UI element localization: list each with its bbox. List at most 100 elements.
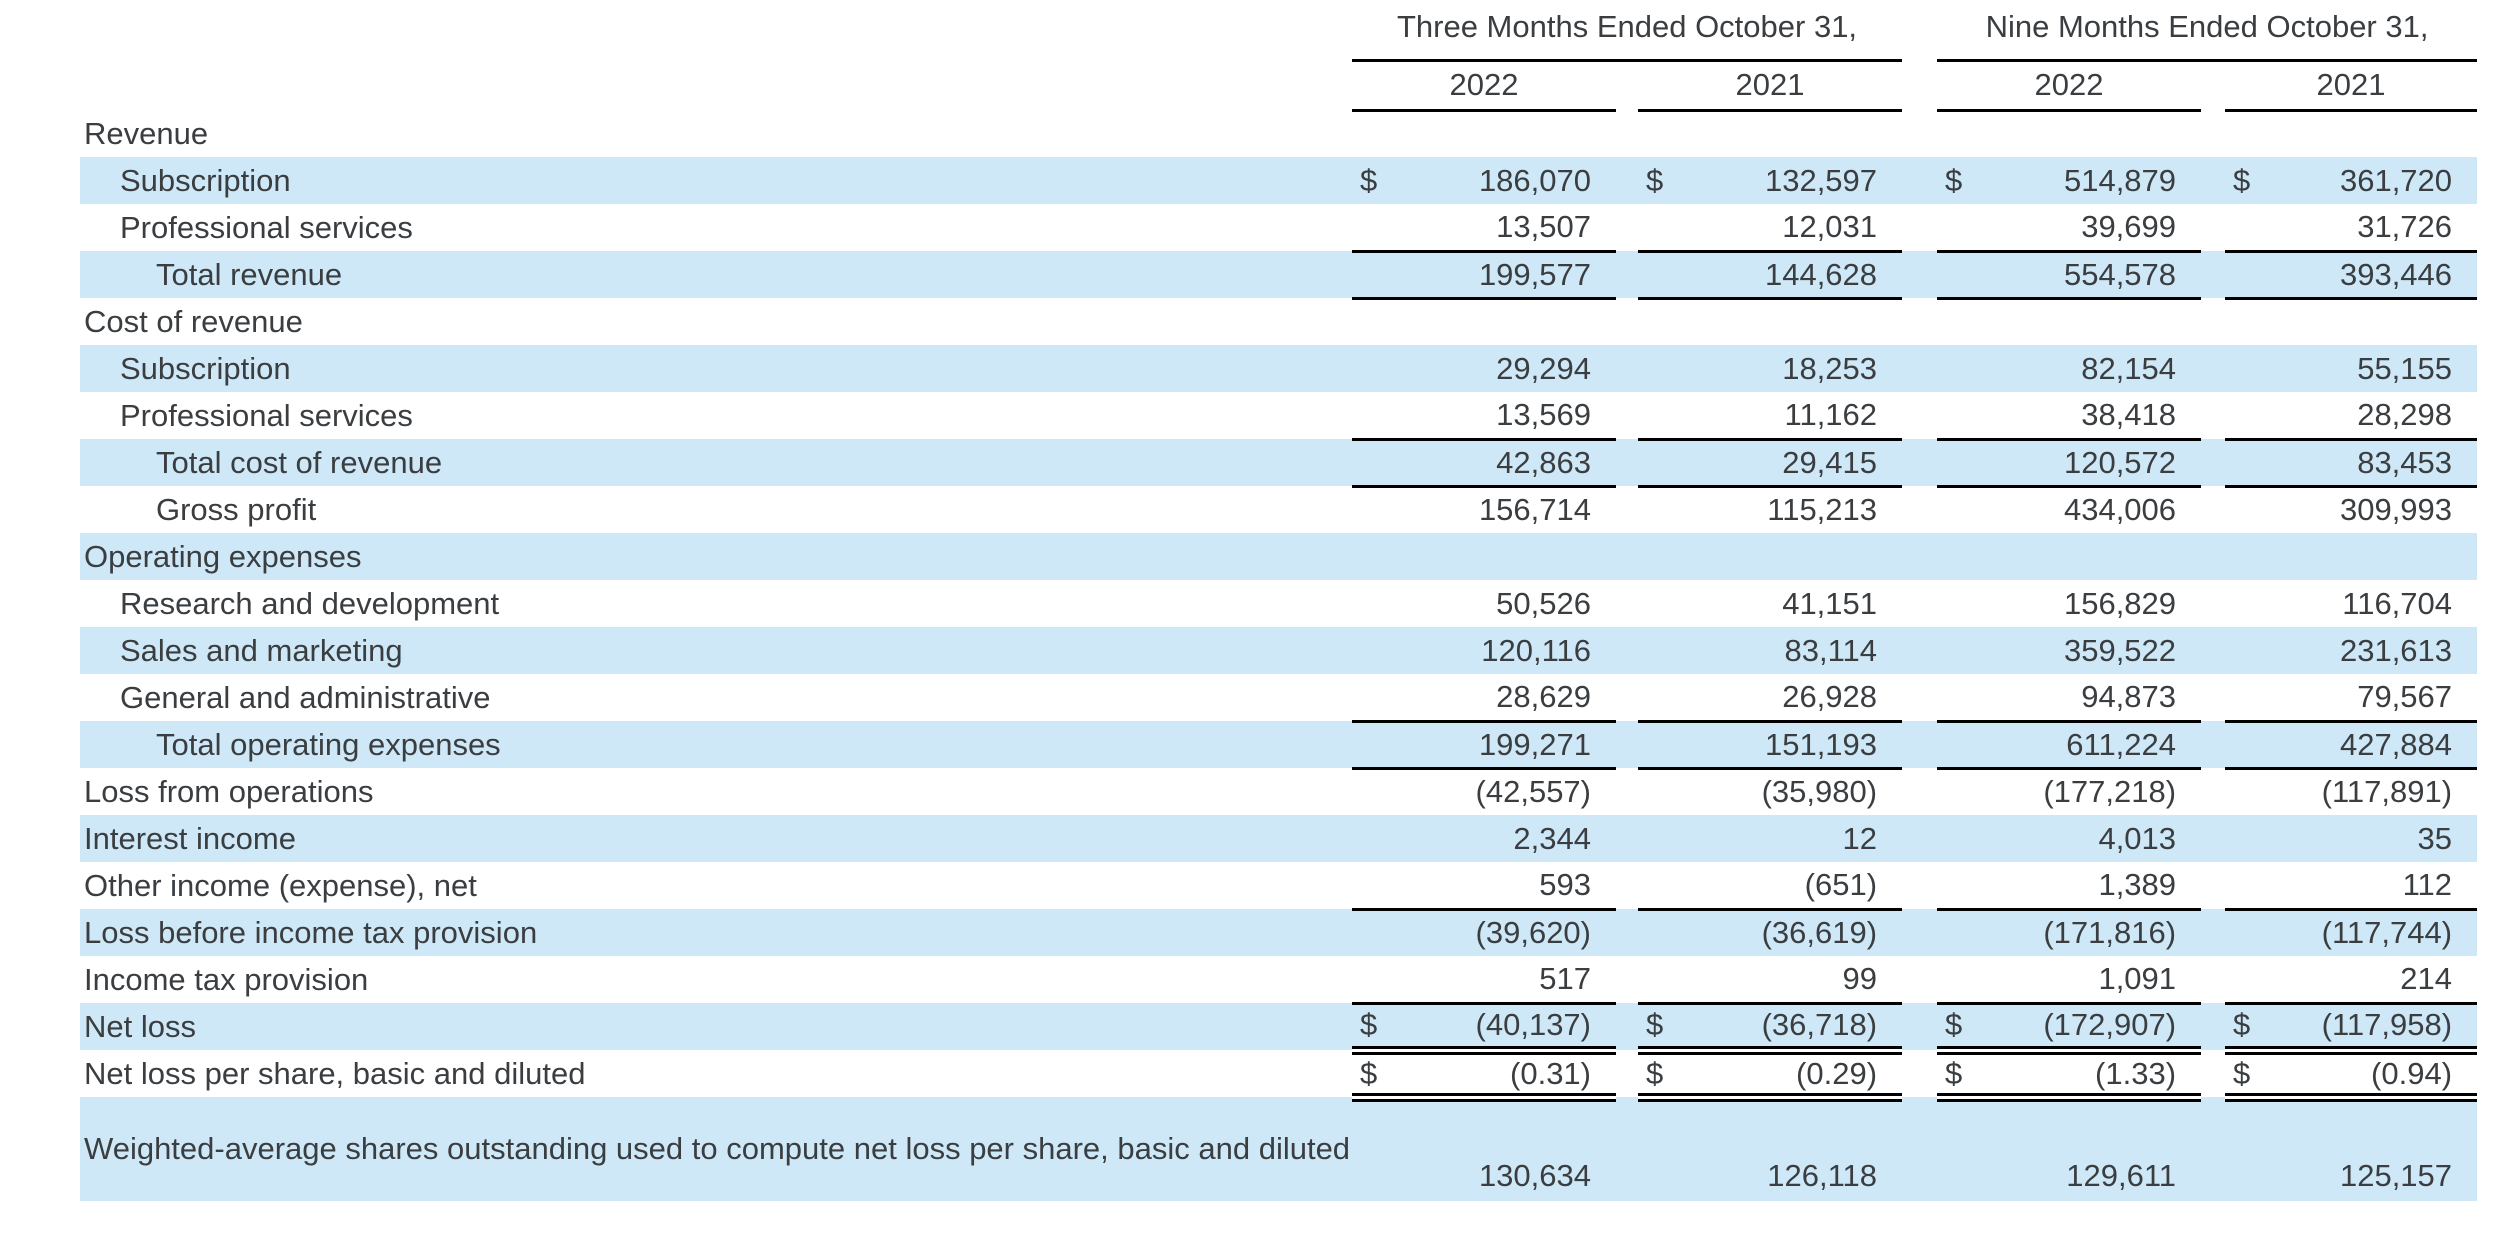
value-cell: 517 bbox=[1352, 956, 1616, 1005]
header-gap bbox=[1902, 60, 1937, 110]
table-row: General and administrative 28,629 26,928… bbox=[80, 674, 2478, 723]
table-row: Sales and marketing 120,116 83,114 359,5… bbox=[80, 627, 2478, 674]
row-label: General and administrative bbox=[120, 679, 491, 715]
year-header-row: 2022 2021 2022 2021 bbox=[80, 60, 2478, 112]
table-row: Operating expenses bbox=[80, 533, 2478, 580]
row-label: Income tax provision bbox=[84, 961, 369, 997]
value-cell: (117,744) bbox=[2225, 909, 2478, 956]
dollar-sign: $ bbox=[2233, 1007, 2251, 1042]
dollar-sign: $ bbox=[1646, 1007, 1664, 1042]
dollar-sign: $ bbox=[1646, 162, 1664, 198]
year-header: 2022 bbox=[1937, 60, 2202, 112]
value-cell: 42,863 bbox=[1352, 439, 1616, 488]
value-cell: 99 bbox=[1638, 956, 1903, 1005]
row-label: Total cost of revenue bbox=[80, 439, 1352, 486]
value-cell: 120,116 bbox=[1352, 627, 1616, 674]
value-cell: $ (0.29) bbox=[1638, 1050, 1903, 1102]
table-row: Cost of revenue bbox=[80, 298, 2477, 345]
table-row: Total revenue 199,577 144,628 554,578 39… bbox=[80, 251, 2478, 300]
value-cell: 151,193 bbox=[1638, 721, 1903, 770]
table-row: Professional services 13,569 11,162 38,4… bbox=[80, 392, 2478, 441]
dollar-sign: $ bbox=[2233, 1055, 2251, 1091]
row-label: Research and development bbox=[120, 585, 500, 621]
value-cell: 126,118 bbox=[1638, 1097, 1903, 1201]
value-cell: 29,294 bbox=[1352, 345, 1616, 392]
value-cell: 115,213 bbox=[1767, 492, 1878, 528]
period-group-header-row: Three Months Ended October 31, Nine Mont… bbox=[80, 0, 2478, 62]
row-label: Loss from operations bbox=[84, 773, 374, 809]
value-cell: 31,726 bbox=[2225, 204, 2478, 253]
header-gap bbox=[1616, 60, 1638, 110]
row-label: Subscription bbox=[80, 345, 1352, 392]
value-cell: 129,611 bbox=[1937, 1097, 2202, 1201]
value-cell: $186,070 bbox=[1352, 157, 1616, 204]
table-row: Total cost of revenue 42,863 29,415 120,… bbox=[80, 439, 2478, 488]
row-label: Total operating expenses bbox=[80, 721, 1352, 768]
table-row: Loss before income tax provision (39,620… bbox=[80, 909, 2478, 956]
row-label: Subscription bbox=[80, 157, 1352, 204]
value-cell: 359,522 bbox=[1937, 627, 2202, 674]
value-cell: 393,446 bbox=[2225, 251, 2478, 300]
value-cell: 116,704 bbox=[2342, 585, 2453, 621]
value-cell: (171,816) bbox=[1937, 909, 2202, 956]
table-row: Interest income 2,344 12 4,013 35 bbox=[80, 815, 2478, 862]
income-statement-table: Three Months Ended October 31, Nine Mont… bbox=[80, 0, 2478, 1201]
table-row: Net loss $ (40,137) $ (36,718) $ (172,907) … bbox=[80, 1003, 2478, 1055]
value-cell: 83,453 bbox=[2225, 439, 2478, 488]
table-row: Research and development 50,526 41,151 1… bbox=[80, 580, 2477, 627]
value-cell: 214 bbox=[2225, 956, 2478, 1005]
value-cell: 125,157 bbox=[2225, 1097, 2478, 1201]
dollar-sign: $ bbox=[1360, 1007, 1378, 1042]
header-gap bbox=[2201, 60, 2225, 110]
dollar-sign: $ bbox=[1945, 162, 1963, 198]
value-cell: 12 bbox=[1638, 815, 1903, 862]
value-cell: $ (1.33) bbox=[1937, 1050, 2202, 1102]
value-cell: 554,578 bbox=[1937, 251, 2202, 300]
value-cell: $514,879 bbox=[1937, 157, 2202, 204]
year-header: 2022 bbox=[1352, 60, 1616, 112]
table-row: Professional services 13,507 12,031 39,6… bbox=[80, 204, 2478, 253]
value-cell: 231,613 bbox=[2225, 627, 2478, 674]
dollar-sign: $ bbox=[1945, 1007, 1963, 1042]
value-cell: $361,720 bbox=[2225, 157, 2478, 204]
value-cell: 83,114 bbox=[1638, 627, 1903, 674]
value-cell: 156,714 bbox=[1478, 492, 1591, 528]
value-cell: $132,597 bbox=[1638, 157, 1903, 204]
value-cell: 2,344 bbox=[1352, 815, 1616, 862]
value-cell: 611,224 bbox=[1937, 721, 2202, 770]
row-label: Sales and marketing bbox=[80, 627, 1352, 674]
table-row: Net loss per share, basic and diluted $(… bbox=[80, 1050, 2478, 1102]
value-cell: (39,620) bbox=[1352, 909, 1616, 956]
value-cell: $ (0.31) bbox=[1352, 1050, 1616, 1102]
value-cell: 29,415 bbox=[1638, 439, 1903, 488]
table-row: Loss from operations (42,557) (35,980) (… bbox=[80, 768, 2477, 815]
value-cell: 13,569 bbox=[1352, 392, 1616, 441]
header-gap bbox=[1902, 0, 1937, 60]
row-label: Professional services bbox=[120, 209, 413, 245]
value-cell: 79,567 bbox=[2225, 674, 2478, 723]
dollar-sign: $ bbox=[1646, 1055, 1664, 1091]
value-cell: 94,873 bbox=[1937, 674, 2202, 723]
value-cell: 39,699 bbox=[1937, 204, 2202, 253]
value-cell: 4,013 bbox=[1937, 815, 2202, 862]
dollar-sign: $ bbox=[1360, 1055, 1378, 1091]
row-label: Cost of revenue bbox=[84, 303, 303, 339]
row-label: Loss before income tax provision bbox=[80, 909, 1352, 956]
value-cell: 82,154 bbox=[1937, 345, 2202, 392]
row-label: Revenue bbox=[84, 115, 209, 151]
row-label: Professional services bbox=[120, 397, 413, 433]
dollar-sign: $ bbox=[2233, 162, 2251, 198]
row-label: Interest income bbox=[80, 815, 1352, 862]
value-cell: (177,218) bbox=[2043, 774, 2177, 810]
period-group-nine-months: Nine Months Ended October 31, bbox=[1937, 0, 2478, 62]
value-cell: 144,628 bbox=[1638, 251, 1903, 300]
value-cell: 50,526 bbox=[1496, 585, 1591, 621]
header-spacer bbox=[80, 0, 1352, 60]
value-cell: 309,993 bbox=[2339, 492, 2453, 528]
value-cell: $ (0.94) bbox=[2225, 1050, 2478, 1102]
value-cell: (117,891) bbox=[2321, 774, 2453, 810]
value-cell: 1,389 bbox=[1937, 862, 2202, 911]
row-label: Net loss per share, basic and diluted bbox=[84, 1055, 586, 1091]
value-cell: 156,829 bbox=[2063, 585, 2177, 621]
